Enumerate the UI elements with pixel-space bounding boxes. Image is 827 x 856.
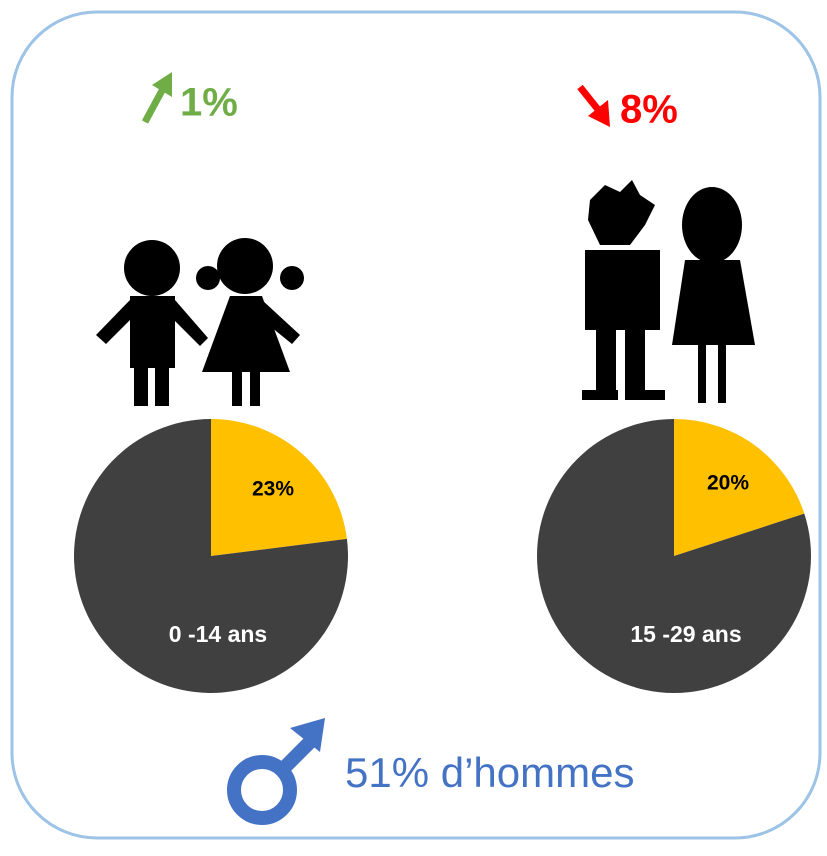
- value-label: 23%: [252, 478, 294, 501]
- infographic: 51% d’hommes 23% 0 -14 ans 1% 20% 15 -29 ans…: [0, 0, 827, 851]
- footer-text: 51% d’hommes: [345, 749, 634, 796]
- pie-label: 15 -29 ans: [630, 621, 741, 647]
- value-label: 20%: [707, 472, 749, 495]
- pie-label: 0 -14 ans: [169, 621, 267, 647]
- trend-annotation: 1%: [180, 81, 238, 125]
- trend-annotation: 8%: [620, 88, 678, 132]
